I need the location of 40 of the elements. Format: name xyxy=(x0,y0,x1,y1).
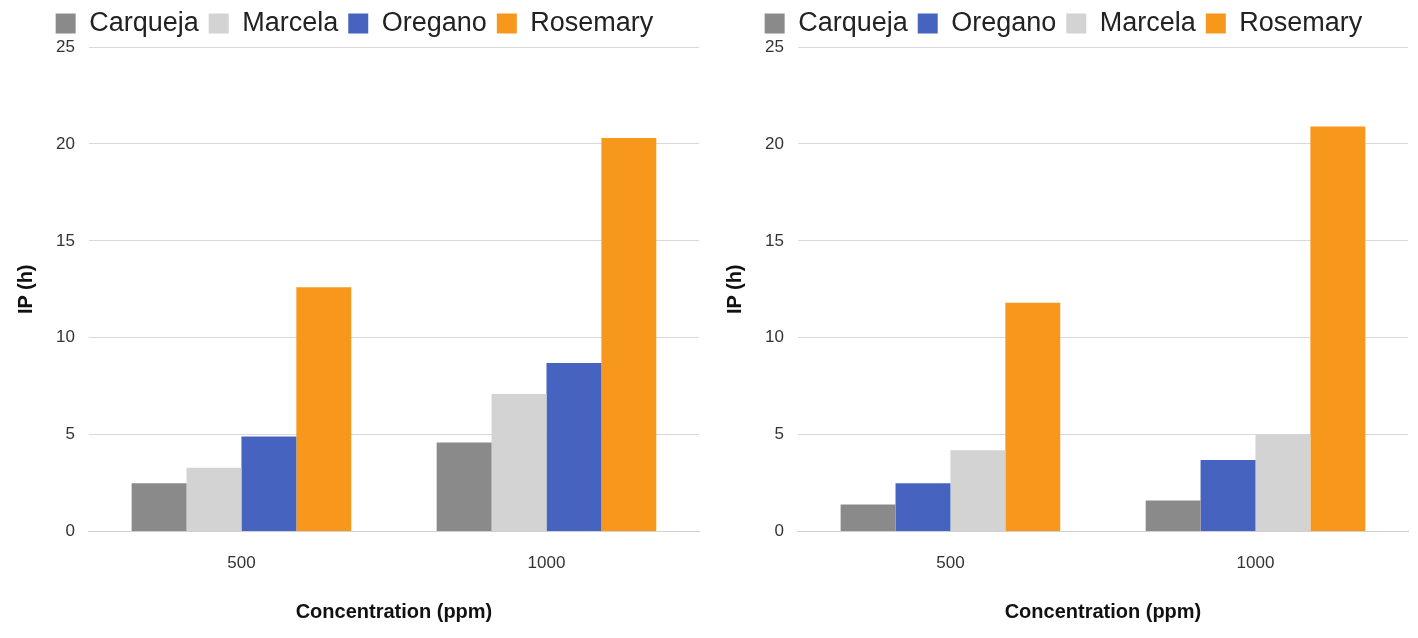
legend-label: Rosemary xyxy=(1239,6,1363,37)
y-tick-label: 20 xyxy=(55,133,75,153)
legend-label: Rosemary xyxy=(530,6,654,37)
bar xyxy=(895,483,951,532)
y-axis-title: IP (h) xyxy=(722,264,745,315)
y-axis-title: IP (h) xyxy=(13,264,36,315)
x-tick-label: 500 xyxy=(227,553,256,573)
bar xyxy=(436,442,492,532)
bar xyxy=(1200,459,1256,532)
y-tick-label: 0 xyxy=(65,521,75,541)
legend-label: Oregano xyxy=(951,6,1057,37)
bar xyxy=(1310,126,1366,532)
legend-label: Oregano xyxy=(381,6,487,37)
bar xyxy=(840,504,896,532)
x-tick-label: 1000 xyxy=(527,553,566,573)
bar xyxy=(241,436,297,532)
bar xyxy=(1005,302,1061,532)
y-tick-label: 15 xyxy=(55,230,75,250)
bar xyxy=(1145,500,1201,532)
x-tick-label: 500 xyxy=(936,553,965,573)
bar xyxy=(601,138,657,532)
y-tick-label: 5 xyxy=(65,424,75,444)
bar xyxy=(296,287,352,532)
y-tick-label: 10 xyxy=(55,327,75,347)
y-tick-label: 10 xyxy=(764,327,784,347)
x-tick-label: 1000 xyxy=(1236,553,1275,573)
bar xyxy=(546,362,602,532)
y-tick-label: 20 xyxy=(764,133,784,153)
y-tick-label: 15 xyxy=(764,230,784,250)
legend-label: Carqueja xyxy=(798,6,909,37)
x-axis-title: Concentration (ppm) xyxy=(295,599,493,622)
bar xyxy=(131,483,187,532)
y-tick-label: 0 xyxy=(774,521,784,541)
x-axis-title: Concentration (ppm) xyxy=(1004,599,1202,622)
legend-label: Marcela xyxy=(1099,6,1197,37)
legend-label: Marcela xyxy=(242,6,340,37)
legend-label: Carqueja xyxy=(89,6,200,37)
y-tick-label: 5 xyxy=(774,424,784,444)
y-tick-label: 25 xyxy=(55,36,75,56)
y-tick-label: 25 xyxy=(764,36,784,56)
